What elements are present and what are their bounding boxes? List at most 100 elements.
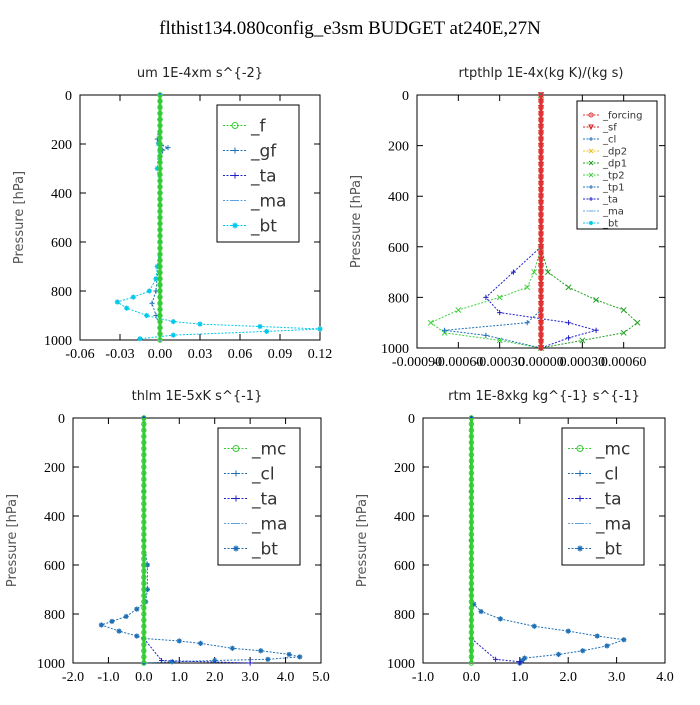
- data-point: [538, 263, 544, 269]
- panel-1: um 1E-4xm s^{-2} Pressure [hPa] -0.06 -0.03…: [12, 66, 332, 362]
- data-point: [468, 550, 475, 556]
- data-point: [141, 599, 147, 605]
- x-tick-label: -0.03: [105, 347, 134, 362]
- data-point: [157, 233, 163, 239]
- data-point: [98, 622, 104, 628]
- legend-label: _tp2: [602, 171, 625, 182]
- data-point: [580, 648, 586, 654]
- data-point: [496, 294, 503, 301]
- data-point: [538, 193, 544, 199]
- x-tick-label: 0.09: [268, 347, 293, 362]
- data-point: [197, 321, 203, 327]
- data-point: [157, 300, 163, 306]
- y-tick-label: 400: [394, 510, 415, 525]
- data-point: [134, 606, 140, 612]
- data-point: [157, 288, 163, 294]
- y-tick-label: 200: [51, 138, 72, 153]
- data-point: [538, 206, 544, 212]
- data-point: [468, 464, 475, 470]
- data-point: [157, 318, 163, 325]
- legend-label: _dp1: [602, 159, 627, 170]
- data-point: [141, 550, 147, 556]
- data-point: [455, 307, 462, 314]
- data-point: [144, 312, 150, 319]
- data-point: [538, 92, 544, 98]
- x-tick-label: -2.0: [62, 670, 84, 685]
- data-point: [538, 301, 544, 307]
- series-mc: [141, 415, 147, 666]
- data-point: [141, 537, 147, 544]
- x-tick-label: -0.06: [65, 347, 94, 362]
- data-point: [538, 136, 544, 142]
- data-point: [157, 325, 163, 331]
- data-point: [141, 568, 147, 574]
- data-point: [170, 319, 176, 325]
- x-tick-label: 0.00030: [560, 355, 606, 370]
- legend-label: _ta: [250, 166, 277, 186]
- legend-marker: [588, 112, 594, 118]
- data-point: [579, 337, 586, 344]
- data-point: [157, 184, 163, 190]
- data-point: [468, 586, 475, 593]
- legend-marker: [577, 545, 583, 552]
- x-tick-label: -1.0: [412, 670, 434, 685]
- data-point: [468, 648, 475, 654]
- data-point: [297, 654, 303, 660]
- data-point: [538, 320, 544, 326]
- data-point: [522, 655, 528, 661]
- data-point: [634, 319, 641, 326]
- data-point: [153, 276, 159, 282]
- data-point: [141, 592, 147, 599]
- data-point: [157, 116, 163, 123]
- y-tick-label: 800: [44, 608, 65, 623]
- data-point: [109, 618, 115, 624]
- data-point: [538, 288, 544, 294]
- legend-marker: [588, 172, 594, 178]
- data-point: [141, 543, 147, 550]
- data-point: [134, 633, 140, 639]
- legend-marker: [588, 148, 594, 154]
- data-point: [468, 433, 475, 440]
- data-point: [468, 568, 475, 574]
- data-point: [165, 145, 171, 151]
- legend-marker: [232, 172, 238, 179]
- data-point: [497, 616, 504, 622]
- data-point: [141, 580, 147, 587]
- data-point: [468, 605, 475, 611]
- data-point: [468, 623, 475, 629]
- data-point: [197, 640, 204, 646]
- data-point: [114, 299, 120, 305]
- data-point: [141, 470, 147, 476]
- data-point: [157, 306, 163, 313]
- legend: _f _gf _ta _ma _bt: [216, 104, 300, 243]
- data-point: [157, 257, 163, 264]
- data-point: [478, 608, 484, 615]
- data-point: [468, 617, 475, 623]
- legend-label: _ma: [602, 207, 624, 218]
- data-point: [141, 531, 147, 538]
- y-tick-label: 600: [394, 559, 415, 574]
- data-point: [141, 660, 147, 666]
- x-tick-label: 0.06: [228, 347, 253, 362]
- data-point: [538, 123, 544, 130]
- data-point: [157, 251, 163, 257]
- legend-marker: [233, 495, 239, 502]
- data-point: [468, 592, 475, 599]
- data-point: [170, 332, 176, 338]
- legend: _mc _cl _ta _ma _bt: [217, 427, 301, 566]
- data-point: [157, 263, 163, 270]
- data-point: [229, 645, 236, 651]
- series-forcing: [538, 92, 544, 351]
- data-point: [265, 656, 271, 662]
- legend-marker: [232, 147, 238, 154]
- data-point: [141, 476, 147, 482]
- data-point: [468, 635, 475, 642]
- y-axis-label: Pressure [hPa]: [12, 171, 27, 264]
- data-point: [157, 110, 163, 117]
- data-point: [471, 601, 477, 607]
- legend: _forcing_sf_cl_dp2_dp1_tp2_tp1_ta_ma_bt: [576, 100, 658, 230]
- legend-marker: [589, 197, 593, 201]
- data-point: [141, 458, 147, 464]
- data-point: [141, 501, 147, 507]
